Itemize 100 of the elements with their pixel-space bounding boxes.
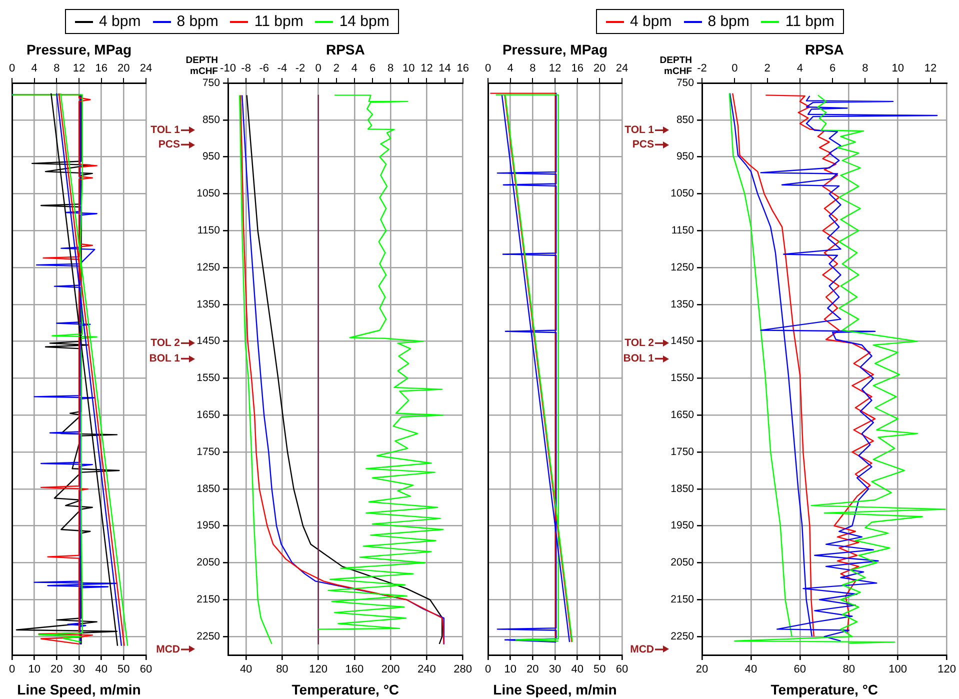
x2-tick-label: 24 bbox=[616, 62, 628, 74]
legend-label: 8 bpm bbox=[176, 13, 218, 30]
x2-tick-label: 8 bbox=[388, 62, 394, 74]
x2-tick-label: 12 bbox=[924, 62, 937, 74]
y-tick-label: 1750 bbox=[670, 446, 694, 458]
ref-line-label: PCS bbox=[632, 138, 654, 151]
x-axis-title: Line Speed, m/min bbox=[17, 681, 141, 698]
y-tick-label: 850 bbox=[676, 114, 694, 126]
ref-line-label: TOL 2 bbox=[150, 337, 180, 350]
y-tick-label: 2250 bbox=[670, 630, 694, 642]
y-tick-label: 1250 bbox=[196, 261, 220, 274]
x2-tick-label: -10 bbox=[220, 62, 236, 74]
x-tick-label: 20 bbox=[526, 664, 539, 676]
x2-tick-label: 0 bbox=[732, 62, 738, 74]
y-tick-label: 1250 bbox=[670, 261, 694, 274]
x2-tick-label: 0 bbox=[484, 62, 492, 74]
x2-axis-title: Pressure, MPag bbox=[502, 41, 608, 58]
y-tick-label: 1450 bbox=[196, 335, 220, 348]
x-tick-label: 30 bbox=[72, 664, 86, 676]
y-tick-label: 2250 bbox=[196, 630, 220, 642]
y-tick-label: 1850 bbox=[670, 482, 694, 495]
x-tick-label: 200 bbox=[381, 664, 400, 676]
x-tick-label: 240 bbox=[418, 664, 436, 676]
x2-tick-label: 16 bbox=[571, 62, 584, 74]
y-tick-label: 950 bbox=[676, 150, 694, 163]
ref-line-label: TOL 1 bbox=[624, 124, 654, 136]
x2-tick-label: 4 bbox=[31, 62, 38, 74]
x-tick-label: 100 bbox=[888, 664, 908, 676]
x2-axis-title: Pressure, MPag bbox=[26, 41, 132, 58]
y-tick-label: 850 bbox=[202, 114, 220, 126]
y-tick-label: 1050 bbox=[196, 188, 220, 200]
y-tick-label: 1850 bbox=[196, 482, 220, 495]
x-tick-label: 20 bbox=[50, 664, 63, 676]
x2-tick-label: 8 bbox=[54, 62, 60, 74]
x2-tick-label: -8 bbox=[241, 62, 251, 74]
y-tick-label: 1650 bbox=[196, 409, 220, 422]
x-tick-label: 60 bbox=[616, 664, 628, 676]
x2-axis-title: RPSA bbox=[804, 41, 844, 58]
y-tick-label: 2150 bbox=[670, 594, 694, 606]
x-tick-label: 40 bbox=[95, 664, 108, 676]
x-tick-label: 60 bbox=[140, 664, 152, 676]
x2-tick-label: -2 bbox=[697, 62, 707, 74]
legend-label: 4 bpm bbox=[630, 13, 672, 30]
legend-label: 4 bpm bbox=[99, 13, 141, 30]
x-tick-label: 0 bbox=[8, 664, 16, 676]
x2-tick-label: 12 bbox=[420, 62, 433, 74]
x2-tick-label: 4 bbox=[796, 62, 803, 74]
x-tick-label: 50 bbox=[118, 664, 130, 676]
x2-tick-label: 12 bbox=[548, 62, 562, 74]
x2-tick-label: 6 bbox=[369, 62, 376, 74]
x2-tick-label: 2 bbox=[333, 62, 340, 74]
x-tick-label: 160 bbox=[345, 664, 364, 676]
x-tick-label: 40 bbox=[240, 664, 252, 676]
y-tick-label: 750 bbox=[676, 76, 694, 89]
x-tick-label: 280 bbox=[454, 664, 472, 676]
ref-line-label: TOL 1 bbox=[150, 124, 180, 136]
y-tick-label: 2050 bbox=[670, 556, 694, 569]
x-axis-title: Line Speed, m/min bbox=[493, 681, 617, 698]
y-tick-label: 1550 bbox=[670, 372, 694, 384]
x2-tick-label: 12 bbox=[72, 62, 86, 74]
x2-tick-label: 8 bbox=[862, 62, 868, 74]
ref-line-label: TOL 2 bbox=[624, 337, 654, 350]
x2-tick-label: 6 bbox=[830, 62, 836, 74]
x-axis-title: Temperature, °C bbox=[292, 681, 400, 698]
x2-tick-label: 14 bbox=[438, 62, 451, 74]
y-axis-title: DEPTH mCHF bbox=[186, 55, 218, 77]
x-tick-label: 10 bbox=[504, 664, 516, 676]
y-tick-label: 2050 bbox=[196, 556, 220, 569]
y-tick-label: 750 bbox=[202, 76, 220, 89]
y-tick-label: 1950 bbox=[196, 520, 220, 532]
y-tick-label: 1050 bbox=[670, 188, 694, 200]
y-tick-label: 1750 bbox=[196, 446, 220, 458]
x-tick-label: 10 bbox=[28, 664, 40, 676]
x2-tick-label: -4 bbox=[277, 62, 288, 74]
y-tick-label: 1950 bbox=[670, 520, 694, 532]
y-tick-label: 1150 bbox=[671, 224, 694, 237]
y-tick-label: 1450 bbox=[670, 335, 694, 348]
x2-tick-label: 0 bbox=[315, 62, 322, 74]
ref-line-label: BOL 1 bbox=[623, 352, 654, 365]
legend-label: 11 bpm bbox=[254, 13, 304, 30]
x2-tick-label: 2 bbox=[764, 62, 770, 74]
x-tick-label: 80 bbox=[842, 664, 856, 676]
x2-tick-label: 24 bbox=[140, 62, 152, 74]
x2-tick-label: 8 bbox=[530, 62, 536, 74]
y-tick-label: 2150 bbox=[196, 594, 220, 606]
x-tick-label: 40 bbox=[571, 664, 584, 676]
x2-tick-label: -2 bbox=[295, 62, 306, 74]
x2-tick-label: 16 bbox=[456, 62, 469, 74]
ref-line-label: MCD bbox=[630, 643, 654, 656]
y-tick-label: 1350 bbox=[196, 298, 220, 310]
ref-line-label: BOL 1 bbox=[149, 352, 180, 365]
y-axis-title: DEPTH mCHF bbox=[660, 55, 692, 77]
x-tick-label: 20 bbox=[696, 664, 708, 676]
x-tick-label: 50 bbox=[594, 664, 606, 676]
y-tick-label: 1150 bbox=[197, 224, 220, 237]
x-tick-label: 120 bbox=[309, 664, 328, 676]
x-axis-title: Temperature, °C bbox=[770, 681, 878, 698]
x2-tick-label: 0 bbox=[8, 62, 16, 74]
x2-tick-label: 4 bbox=[351, 62, 358, 74]
x2-tick-label: 16 bbox=[95, 62, 108, 74]
